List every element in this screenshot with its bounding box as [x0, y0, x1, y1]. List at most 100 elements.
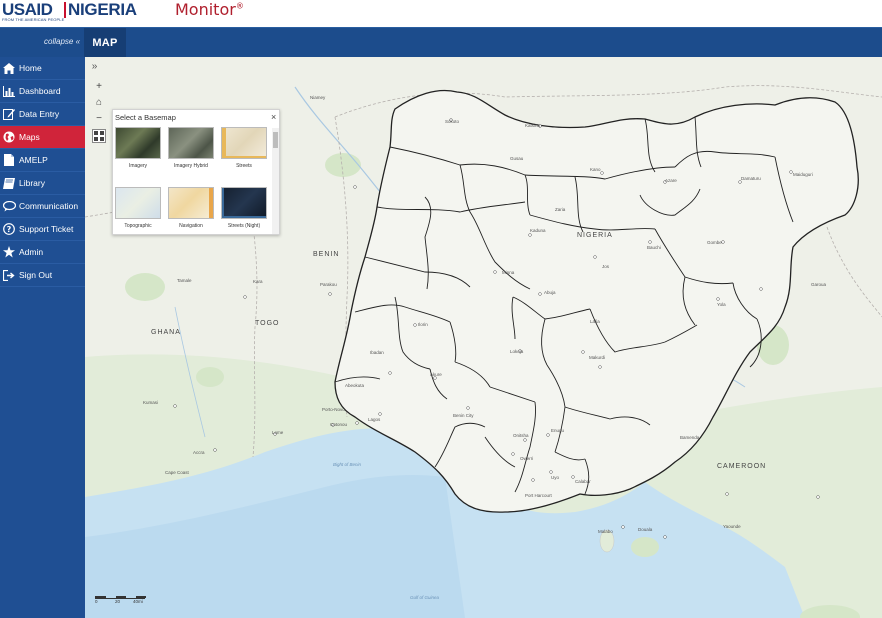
- city-label-kano: Kano: [590, 167, 601, 172]
- city-label-kaduna: Kaduna: [530, 228, 546, 233]
- document-icon: [2, 153, 16, 167]
- city-label-enugu: Enugu: [551, 428, 565, 433]
- sidebar-item-dashboard[interactable]: Dashboard: [0, 80, 85, 103]
- country-label-togo: TOGO: [255, 320, 280, 327]
- city-label-niamey: Niamey: [310, 95, 326, 100]
- basemap-option-streets[interactable]: Streets: [221, 127, 269, 173]
- sidebar-item-admin[interactable]: Admin: [0, 241, 85, 264]
- sidebar-item-label: Sign Out: [19, 270, 53, 280]
- basemap-label: Streets: [236, 163, 252, 169]
- sidebar-item-label: Data Entry: [19, 109, 60, 119]
- city-label-onitsha: Onitsha: [513, 433, 529, 438]
- city-label-makurdi: Makurdi: [589, 355, 606, 360]
- basemap-option-imagery[interactable]: Imagery: [115, 127, 163, 173]
- city-label-lafia: Lafia: [590, 319, 600, 324]
- sidebar-item-home[interactable]: Home: [0, 57, 85, 80]
- basemap-label: Imagery: [128, 163, 148, 169]
- bar-chart-icon: [2, 84, 16, 98]
- book-icon: [2, 176, 16, 190]
- basemap-option-imagery-hybrid[interactable]: Imagery Hybrid: [168, 127, 216, 173]
- city-label-tamale: Tamale: [177, 278, 192, 283]
- city-label-uyo: Uyo: [551, 475, 560, 480]
- city-label-bauchi: Bauchi: [647, 245, 661, 250]
- basemap-label: Topographic: [124, 223, 152, 229]
- registered-mark: ®: [235, 1, 244, 11]
- sidebar-item-support-ticket[interactable]: ? Support Ticket: [0, 218, 85, 241]
- basemap-thumbnail: [115, 127, 161, 159]
- basemap-panel-title: Select a Basemap: [115, 113, 176, 122]
- sidebar-item-label: Dashboard: [19, 86, 61, 96]
- scale-label-end: 40mi: [133, 599, 143, 604]
- city-label-lokoja: Lokoja: [510, 349, 524, 354]
- svg-text:?: ?: [7, 225, 12, 234]
- city-label-kara: Kara: [253, 279, 263, 284]
- scale-label-mid: 20: [115, 599, 121, 604]
- city-label-cape-coast: Cape Coast: [165, 470, 189, 475]
- collapse-sidebar-button[interactable]: collapse «: [44, 37, 81, 46]
- basemap-option-topographic[interactable]: Topographic: [115, 187, 163, 233]
- map-view[interactable]: NIGERIA BENIN TOGO GHANA CAMEROON Abuja …: [85, 57, 882, 618]
- star-icon: [2, 245, 16, 259]
- question-icon: ?: [2, 222, 16, 236]
- zoom-in-button[interactable]: +: [96, 80, 102, 92]
- city-label-ilorin: Ilorin: [418, 322, 428, 327]
- usaid-logo: USAID: [2, 0, 53, 19]
- city-label-benin-city: Benin City: [453, 413, 474, 418]
- city-label-yaounde: Yaounde: [723, 524, 741, 529]
- water-label-gulf-of-guinea: Gulf of Guinea: [410, 595, 440, 600]
- sidebar: Home Dashboard Data Entry Maps AMELP Lib…: [0, 57, 85, 618]
- sidebar-item-label: Communication: [19, 201, 79, 211]
- map-basemap: [85, 57, 882, 618]
- sidebar-item-data-entry[interactable]: Data Entry: [0, 103, 85, 126]
- water-label-bight-of-benin: Bight of Benin: [333, 462, 362, 467]
- basemap-thumbnail: [168, 187, 214, 219]
- zoom-out-button[interactable]: −: [96, 112, 102, 124]
- scrollbar-thumb[interactable]: [273, 132, 278, 148]
- app-header: USAID NIGERIA FROM THE AMERICAN PEOPLE M…: [0, 0, 882, 27]
- city-label-port-harcourt: Port Harcourt: [525, 493, 552, 498]
- sidebar-item-maps[interactable]: Maps: [0, 126, 85, 149]
- basemap-thumbnail: [168, 127, 214, 159]
- city-label-katsina: Katsina: [525, 123, 541, 128]
- city-label-gombe: Gombe: [707, 240, 722, 245]
- sidebar-item-amelp[interactable]: AMELP: [0, 149, 85, 172]
- city-label-calabar: Calabar: [575, 479, 591, 484]
- city-label-maiduguri: Maiduguri: [793, 172, 813, 177]
- sidebar-item-sign-out[interactable]: Sign Out: [0, 264, 85, 287]
- grid-icon: [94, 131, 104, 141]
- sidebar-item-library[interactable]: Library: [0, 172, 85, 195]
- sign-out-icon: [2, 268, 16, 282]
- sidebar-item-label: Library: [19, 178, 45, 188]
- basemap-option-streets-night[interactable]: Streets (Night): [221, 187, 269, 233]
- chat-icon: [2, 199, 16, 213]
- city-label-malabo: Malabo: [598, 529, 613, 534]
- city-label-jos: Jos: [602, 264, 610, 269]
- city-label-douala: Douala: [638, 527, 653, 532]
- city-label-garoua: Garoua: [811, 282, 827, 287]
- basemap-gallery-button[interactable]: [92, 129, 106, 143]
- city-label-lagos: Lagos: [368, 417, 381, 422]
- city-label-kumasi: Kumasi: [143, 400, 159, 405]
- city-label-azare: Azare: [665, 178, 677, 183]
- city-label-ibadan: Ibadan: [370, 350, 384, 355]
- globe-icon: [2, 130, 16, 144]
- basemap-label: Imagery Hybrid: [174, 163, 208, 169]
- product-name: Monitor®: [175, 0, 244, 19]
- basemap-label: Navigation: [179, 223, 203, 229]
- basemap-scrollbar[interactable]: [272, 128, 279, 234]
- basemap-thumbnail: [221, 127, 267, 159]
- city-label-abuja: Abuja: [544, 290, 556, 295]
- home-extent-button[interactable]: ⌂: [95, 96, 103, 108]
- city-label-accra: Accra: [193, 450, 205, 455]
- basemap-option-navigation[interactable]: Navigation: [168, 187, 216, 233]
- sidebar-item-communication[interactable]: Communication: [0, 195, 85, 218]
- city-label-owerri: Owerri: [520, 456, 534, 461]
- city-label-parakou: Parakou: [320, 282, 337, 287]
- expand-panel-button[interactable]: »: [91, 61, 98, 72]
- tab-map[interactable]: MAP: [84, 28, 126, 58]
- city-label-bamenda: Bamenda: [680, 435, 700, 440]
- city-label-yola: Yola: [717, 302, 726, 307]
- close-icon[interactable]: ×: [271, 112, 277, 122]
- country-label-ghana: GHANA: [151, 329, 181, 336]
- city-label-porto-novo: Porto-Novo: [322, 407, 345, 412]
